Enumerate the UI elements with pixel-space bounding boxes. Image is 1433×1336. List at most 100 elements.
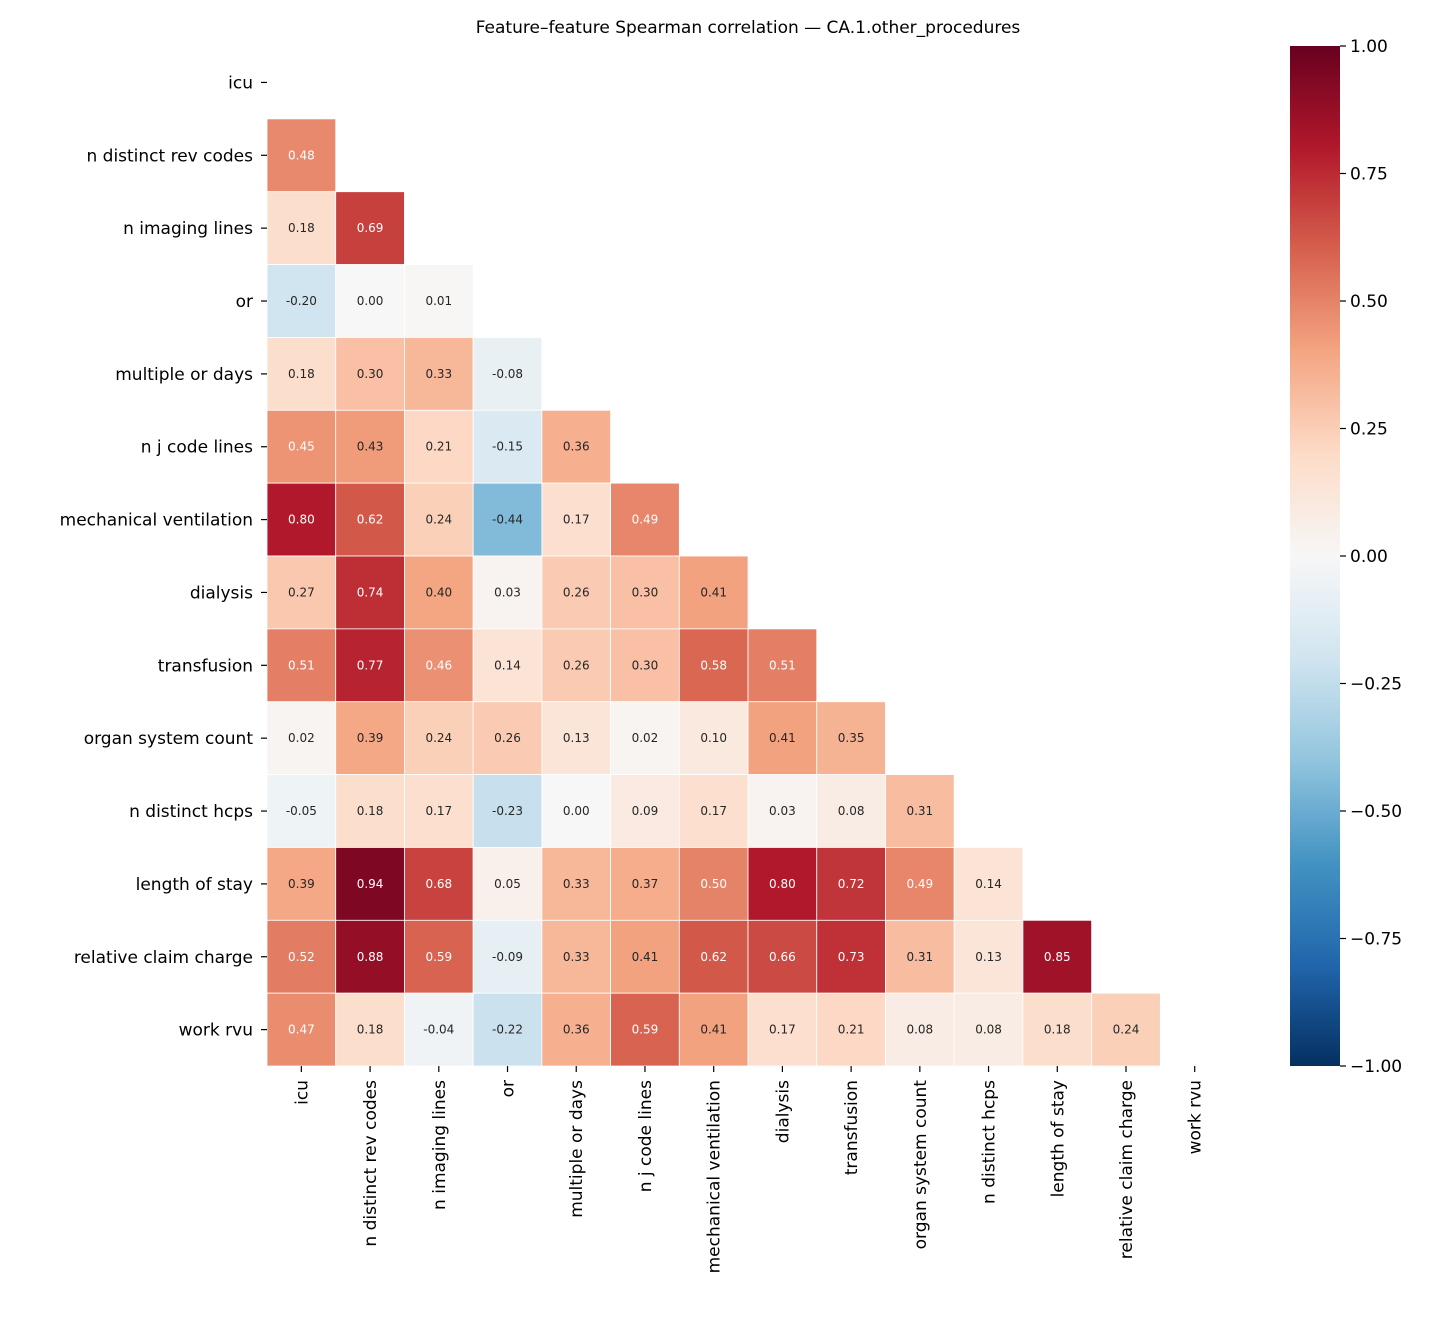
- cell-value-label: -0.23: [492, 804, 523, 818]
- cell-value-label: 0.13: [975, 950, 1002, 964]
- cell-value-label: 0.45: [288, 440, 315, 454]
- y-tick-label: organ system count: [84, 729, 254, 749]
- cell-value-label: 0.74: [357, 585, 384, 599]
- heatmap-cell: [816, 701, 886, 775]
- colorbar: 1.00 0.75 0.50 0.25 0.00 −0.25 −0.50 −0.75 −1.00: [1290, 37, 1402, 1077]
- cell-value-label: 0.02: [632, 731, 659, 745]
- cell-value-label: 0.80: [288, 513, 315, 527]
- cell-value-label: 0.73: [838, 950, 865, 964]
- heatmap-cell: [678, 555, 749, 630]
- cell-value-label: 0.14: [494, 658, 521, 672]
- heatmap-cell: [472, 992, 543, 1067]
- heatmap-cell: [885, 919, 955, 994]
- cell-value-label: -0.09: [492, 950, 523, 964]
- x-tick-label: relative claim charge: [1117, 1080, 1137, 1259]
- heatmap-cell: [404, 409, 474, 484]
- cell-value-label: 0.59: [632, 1023, 659, 1037]
- cell-value-label: 0.62: [700, 950, 727, 964]
- y-tick-label: length of stay: [136, 875, 253, 895]
- cell-value-label: 0.18: [357, 804, 384, 818]
- cell-value-label: 0.85: [1044, 950, 1071, 964]
- heatmap-cell: [266, 264, 337, 338]
- heatmap-cell: [953, 847, 1024, 921]
- cell-value-label: 0.49: [906, 877, 933, 891]
- heatmap-cell: [885, 992, 955, 1067]
- cell-value-label: 0.33: [563, 950, 590, 964]
- x-tick-labels: icu n distinct rev codes n imaging lines or…: [292, 1066, 1206, 1273]
- cell-value-label: 0.26: [494, 731, 521, 745]
- cell-value-label: 0.21: [838, 1023, 865, 1037]
- heatmap-cells: 0.48 0.18 0.69 -0.20 0.00 0.01 0.18 0.30 0.33 -0.…: [266, 118, 1161, 1067]
- heatmap-cell: [1022, 919, 1093, 994]
- heatmap-cell: [335, 409, 405, 484]
- cell-value-label: 0.39: [357, 731, 384, 745]
- cell-value-label: 0.80: [769, 877, 796, 891]
- x-tick-label: n distinct rev codes: [361, 1080, 381, 1247]
- x-tick-label: work rvu: [1186, 1080, 1206, 1154]
- cell-value-label: 0.51: [288, 658, 315, 672]
- heatmap-cell: [541, 409, 612, 484]
- chart-title: Feature–feature Spearman correlation — C…: [476, 18, 1021, 38]
- cell-value-label: 0.88: [357, 950, 384, 964]
- cell-value-label: 0.51: [769, 658, 796, 672]
- heatmap-cell: [885, 774, 955, 848]
- cell-value-label: 0.72: [838, 877, 865, 891]
- y-tick-label: or: [236, 292, 253, 312]
- colorbar-tick-label: 0.00: [1350, 547, 1388, 567]
- heatmap-cell: [472, 409, 543, 484]
- y-tick-label: icu: [228, 73, 253, 93]
- heatmap-cell: [266, 774, 337, 848]
- heatmap-cell: [335, 701, 405, 775]
- x-tick-label: organ system count: [911, 1080, 931, 1250]
- cell-value-label: 0.31: [906, 950, 933, 964]
- heatmap-cell: [610, 701, 680, 775]
- x-tick-label: icu: [292, 1080, 312, 1105]
- heatmap-cell: [404, 992, 474, 1067]
- heatmap-cell: [541, 992, 612, 1067]
- y-tick-label: n distinct hcps: [129, 802, 253, 822]
- cell-value-label: 0.66: [769, 950, 796, 964]
- heatmap-cell: [404, 264, 474, 338]
- cell-value-label: -0.05: [286, 804, 317, 818]
- cell-value-label: 0.68: [425, 877, 452, 891]
- heatmap-cell: [266, 191, 337, 265]
- cell-value-label: 0.03: [494, 585, 521, 599]
- cell-value-label: 0.02: [288, 731, 315, 745]
- cell-value-label: -0.04: [423, 1023, 454, 1037]
- heatmap-cell: [747, 992, 818, 1067]
- heatmap-cell: [266, 628, 337, 703]
- heatmap-cell: [678, 992, 749, 1067]
- cell-value-label: 0.08: [975, 1023, 1002, 1037]
- cell-value-label: 0.33: [425, 367, 452, 381]
- cell-value-label: 0.94: [357, 877, 384, 891]
- cell-value-label: 0.40: [425, 585, 452, 599]
- heatmap-cell: [541, 774, 612, 848]
- cell-value-label: 0.17: [769, 1023, 796, 1037]
- cell-value-label: 0.41: [769, 731, 796, 745]
- y-tick-label: mechanical ventilation: [60, 511, 253, 531]
- cell-value-label: 0.27: [288, 585, 315, 599]
- cell-value-label: 0.17: [700, 804, 727, 818]
- heatmap-cell: [816, 847, 886, 921]
- heatmap-cell: [610, 847, 680, 921]
- cell-value-label: 0.52: [288, 950, 315, 964]
- cell-value-label: 0.26: [563, 585, 590, 599]
- y-tick-label: multiple or days: [115, 365, 253, 385]
- colorbar-tick-label: −0.50: [1350, 802, 1402, 822]
- heatmap-cell: [335, 919, 405, 994]
- cell-value-label: 0.39: [288, 877, 315, 891]
- y-tick-label: dialysis: [190, 583, 253, 603]
- cell-value-label: 0.35: [838, 731, 865, 745]
- heatmap-cell: [335, 482, 405, 557]
- heatmap-cell: [472, 919, 543, 994]
- cell-value-label: -0.15: [492, 440, 523, 454]
- heatmap-cell: [472, 847, 543, 921]
- heatmap-cell: [953, 919, 1024, 994]
- cell-value-label: 0.17: [425, 804, 452, 818]
- heatmap-cell: [610, 774, 680, 848]
- heatmap-cell: [816, 774, 886, 848]
- heatmap-cell: [266, 992, 337, 1067]
- heatmap-cell: [404, 482, 474, 557]
- cell-value-label: 0.41: [632, 950, 659, 964]
